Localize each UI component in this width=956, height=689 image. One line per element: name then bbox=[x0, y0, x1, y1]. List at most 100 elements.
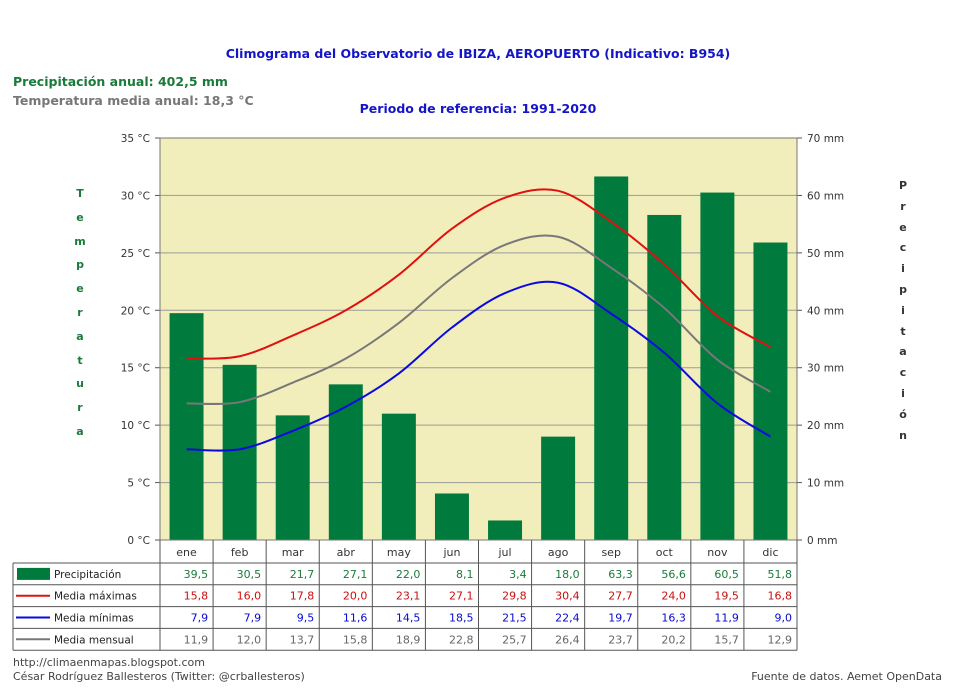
precipitation-bar bbox=[700, 192, 735, 541]
temperature-axis-label-letter: T bbox=[76, 187, 84, 200]
table-value: 60,5 bbox=[714, 568, 739, 581]
table-value: 56,6 bbox=[661, 568, 686, 581]
table-value: 11,9 bbox=[184, 633, 209, 646]
table-value: 30,4 bbox=[555, 590, 580, 603]
precip-tick-label: 70 mm bbox=[807, 133, 844, 145]
annual-temperature: Temperatura media anual: 18,3 °C bbox=[13, 93, 254, 108]
precipitation-bar bbox=[488, 520, 523, 540]
month-label: dic bbox=[762, 546, 778, 559]
legend-label: Media mínimas bbox=[54, 613, 134, 625]
precipitation-axis-label-letter: p bbox=[899, 282, 907, 296]
month-label: sep bbox=[601, 546, 620, 559]
series-line-media-mínimas bbox=[186, 280, 771, 452]
temperature-axis-label-letter: a bbox=[76, 329, 84, 343]
temp-tick-label: 25 °C bbox=[121, 248, 150, 260]
month-label: mar bbox=[282, 546, 304, 559]
precipitation-bar bbox=[541, 436, 576, 540]
annual-precipitation: Precipitación anual: 402,5 mm bbox=[13, 74, 228, 89]
legend-swatch-precipitacion bbox=[17, 567, 50, 580]
table-value: 16,0 bbox=[237, 590, 262, 603]
precipitation-axis-label-letter: a bbox=[899, 345, 907, 359]
precipitation-axis-label-letter: i bbox=[901, 303, 905, 317]
temp-tick-label: 0 °C bbox=[127, 535, 150, 547]
table-value: 20,0 bbox=[343, 590, 368, 603]
temperature-axis-label-letter: p bbox=[76, 258, 84, 272]
precipitation-axis-label-letter: n bbox=[899, 428, 907, 442]
month-label: abr bbox=[337, 546, 356, 559]
precipitation-axis-label-letter: i bbox=[901, 262, 905, 276]
footer-data-source: Fuente de datos. Aemet OpenData bbox=[751, 670, 942, 683]
series-line-media-máximas bbox=[186, 188, 771, 360]
precipitation-bar bbox=[594, 176, 629, 540]
chart-subtitle: Periodo de referencia: 1991-2020 bbox=[359, 101, 597, 116]
table-value: 30,5 bbox=[237, 568, 262, 581]
table-value: 15,7 bbox=[714, 633, 739, 646]
table-value: 27,1 bbox=[449, 590, 474, 603]
table-value: 23,1 bbox=[396, 590, 421, 603]
table-value: 13,7 bbox=[290, 633, 315, 646]
footer-author: César Rodríguez Ballesteros (Twitter: @c… bbox=[13, 670, 305, 683]
table-value: 26,4 bbox=[555, 633, 580, 646]
table-value: 22,8 bbox=[449, 633, 474, 646]
precip-tick-label: 30 mm bbox=[807, 363, 844, 375]
table-value: 15,8 bbox=[343, 633, 368, 646]
month-label: oct bbox=[656, 546, 674, 559]
table-value: 9,0 bbox=[775, 612, 793, 625]
precipitation-axis-label-letter: P bbox=[898, 179, 908, 192]
table-value: 18,9 bbox=[396, 633, 421, 646]
legend-label: Media mensual bbox=[54, 634, 134, 646]
table-value: 16,3 bbox=[661, 612, 686, 625]
temperature-axis-label-letter: t bbox=[77, 353, 83, 367]
precipitation-axis-label-letter: c bbox=[899, 241, 907, 255]
table-value: 16,8 bbox=[768, 590, 793, 603]
table-value: 11,9 bbox=[714, 612, 739, 625]
table-value: 21,7 bbox=[290, 568, 315, 581]
plot-area bbox=[160, 138, 797, 540]
chart-title: Climograma del Observatorio de IBIZA, AE… bbox=[225, 46, 731, 61]
month-label: feb bbox=[231, 546, 249, 559]
table-value: 51,8 bbox=[768, 568, 793, 581]
month-label: may bbox=[387, 546, 411, 559]
precipitation-bar bbox=[275, 415, 310, 540]
precipitation-axis-label-letter: e bbox=[899, 220, 907, 234]
table-value: 12,9 bbox=[768, 633, 793, 646]
series-line-media-mensual bbox=[186, 234, 771, 405]
month-label: jul bbox=[497, 546, 511, 559]
precipitation-bar bbox=[381, 413, 416, 540]
temperature-axis-label-letter: a bbox=[76, 424, 84, 438]
table-value: 18,0 bbox=[555, 568, 580, 581]
legend-label: Media máximas bbox=[54, 591, 137, 603]
table-value: 18,5 bbox=[449, 612, 474, 625]
precipitation-bar bbox=[434, 493, 469, 540]
temp-tick-label: 30 °C bbox=[121, 190, 150, 202]
table-value: 21,5 bbox=[502, 612, 527, 625]
temperature-axis-label-letter: e bbox=[76, 210, 84, 224]
month-label: nov bbox=[707, 546, 728, 559]
table-value: 24,0 bbox=[661, 590, 686, 603]
temperature-axis-label-letter: r bbox=[77, 401, 83, 415]
table-value: 25,7 bbox=[502, 633, 527, 646]
temperature-axis-label-letter: m bbox=[74, 234, 86, 248]
table-value: 7,9 bbox=[191, 612, 209, 625]
precipitation-axis-label-letter: c bbox=[899, 366, 907, 380]
precipitation-bar bbox=[647, 214, 682, 540]
precip-tick-label: 20 mm bbox=[807, 420, 844, 432]
month-label: ene bbox=[176, 546, 197, 559]
table-value: 17,8 bbox=[290, 590, 315, 603]
month-label: jun bbox=[442, 546, 460, 559]
table-value: 3,4 bbox=[509, 568, 527, 581]
precipitation-bar bbox=[328, 384, 363, 540]
table-value: 8,1 bbox=[456, 568, 474, 581]
table-value: 29,8 bbox=[502, 590, 527, 603]
footer-blog-url: http://climaenmapas.blogspot.com bbox=[13, 656, 205, 669]
table-value: 63,3 bbox=[608, 568, 633, 581]
table-value: 14,5 bbox=[396, 612, 421, 625]
precip-tick-label: 10 mm bbox=[807, 478, 844, 490]
table-value: 22,4 bbox=[555, 612, 580, 625]
temp-tick-label: 15 °C bbox=[121, 363, 150, 375]
temp-tick-label: 10 °C bbox=[121, 420, 150, 432]
precipitation-axis-label-letter: r bbox=[900, 199, 906, 213]
